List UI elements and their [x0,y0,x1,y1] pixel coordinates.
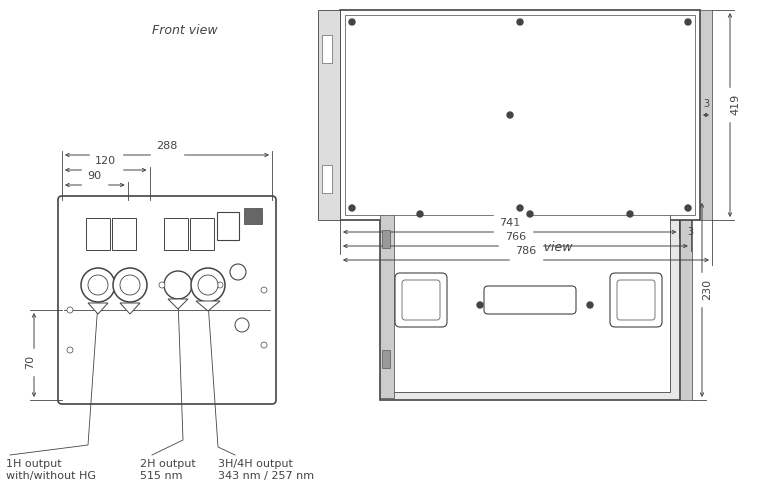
Circle shape [120,275,140,295]
FancyBboxPatch shape [617,280,655,320]
Text: Top view: Top view [518,240,572,253]
Circle shape [527,211,533,217]
Text: 70: 70 [25,355,35,369]
Bar [112,218,136,250]
Text: 2H output
515 nm: 2H output 515 nm [140,459,196,480]
Polygon shape [120,303,140,314]
Circle shape [191,268,225,302]
Circle shape [477,302,483,308]
Text: 288: 288 [157,141,177,151]
Text: 419: 419 [730,94,740,115]
Text: 90: 90 [88,171,102,181]
Bar [380,200,680,400]
Circle shape [261,342,267,348]
Circle shape [230,264,246,280]
Circle shape [685,19,691,25]
Text: 3: 3 [687,227,694,237]
Circle shape [627,211,633,217]
Circle shape [517,19,523,25]
Bar [340,10,700,220]
Bar [244,208,262,224]
Bar [700,10,712,220]
Bar [382,230,390,248]
Circle shape [349,19,355,25]
Bar [680,200,692,400]
Circle shape [81,268,115,302]
Text: 3H/4H output
343 nm / 257 nm: 3H/4H output 343 nm / 257 nm [218,459,314,480]
Polygon shape [168,299,188,309]
Polygon shape [196,301,220,311]
Circle shape [217,282,223,288]
Bar [380,202,394,398]
FancyBboxPatch shape [58,196,276,404]
Text: 741: 741 [499,218,520,228]
Text: 1H output
with/without HG
1030 nm: 1H output with/without HG 1030 nm [6,459,96,480]
Text: 786: 786 [515,246,537,256]
Circle shape [235,318,249,332]
Circle shape [67,307,73,313]
Circle shape [164,271,192,299]
Bar [164,218,188,250]
Text: Side view: Side view [500,24,560,36]
FancyBboxPatch shape [402,280,440,320]
FancyBboxPatch shape [484,286,576,314]
Polygon shape [88,303,108,314]
Bar [322,165,332,193]
Circle shape [507,112,513,118]
Bar [345,15,695,215]
Circle shape [685,205,691,211]
Bar [382,350,390,368]
Text: 3: 3 [703,99,709,109]
Circle shape [417,211,423,217]
Circle shape [159,282,165,288]
Circle shape [113,268,147,302]
Circle shape [587,302,593,308]
Bar [86,218,110,250]
Text: 120: 120 [95,156,116,166]
Bar [318,10,340,220]
Bar [322,35,332,63]
Circle shape [517,205,523,211]
Circle shape [67,347,73,353]
FancyBboxPatch shape [610,273,662,327]
Bar [190,218,214,250]
Bar [217,212,239,240]
Circle shape [261,287,267,293]
Text: 766: 766 [505,232,526,242]
Circle shape [88,275,108,295]
Circle shape [198,275,218,295]
Text: Front view: Front view [152,24,218,36]
FancyBboxPatch shape [395,273,447,327]
Bar [386,208,670,392]
Text: 230: 230 [702,279,712,300]
Circle shape [349,205,355,211]
